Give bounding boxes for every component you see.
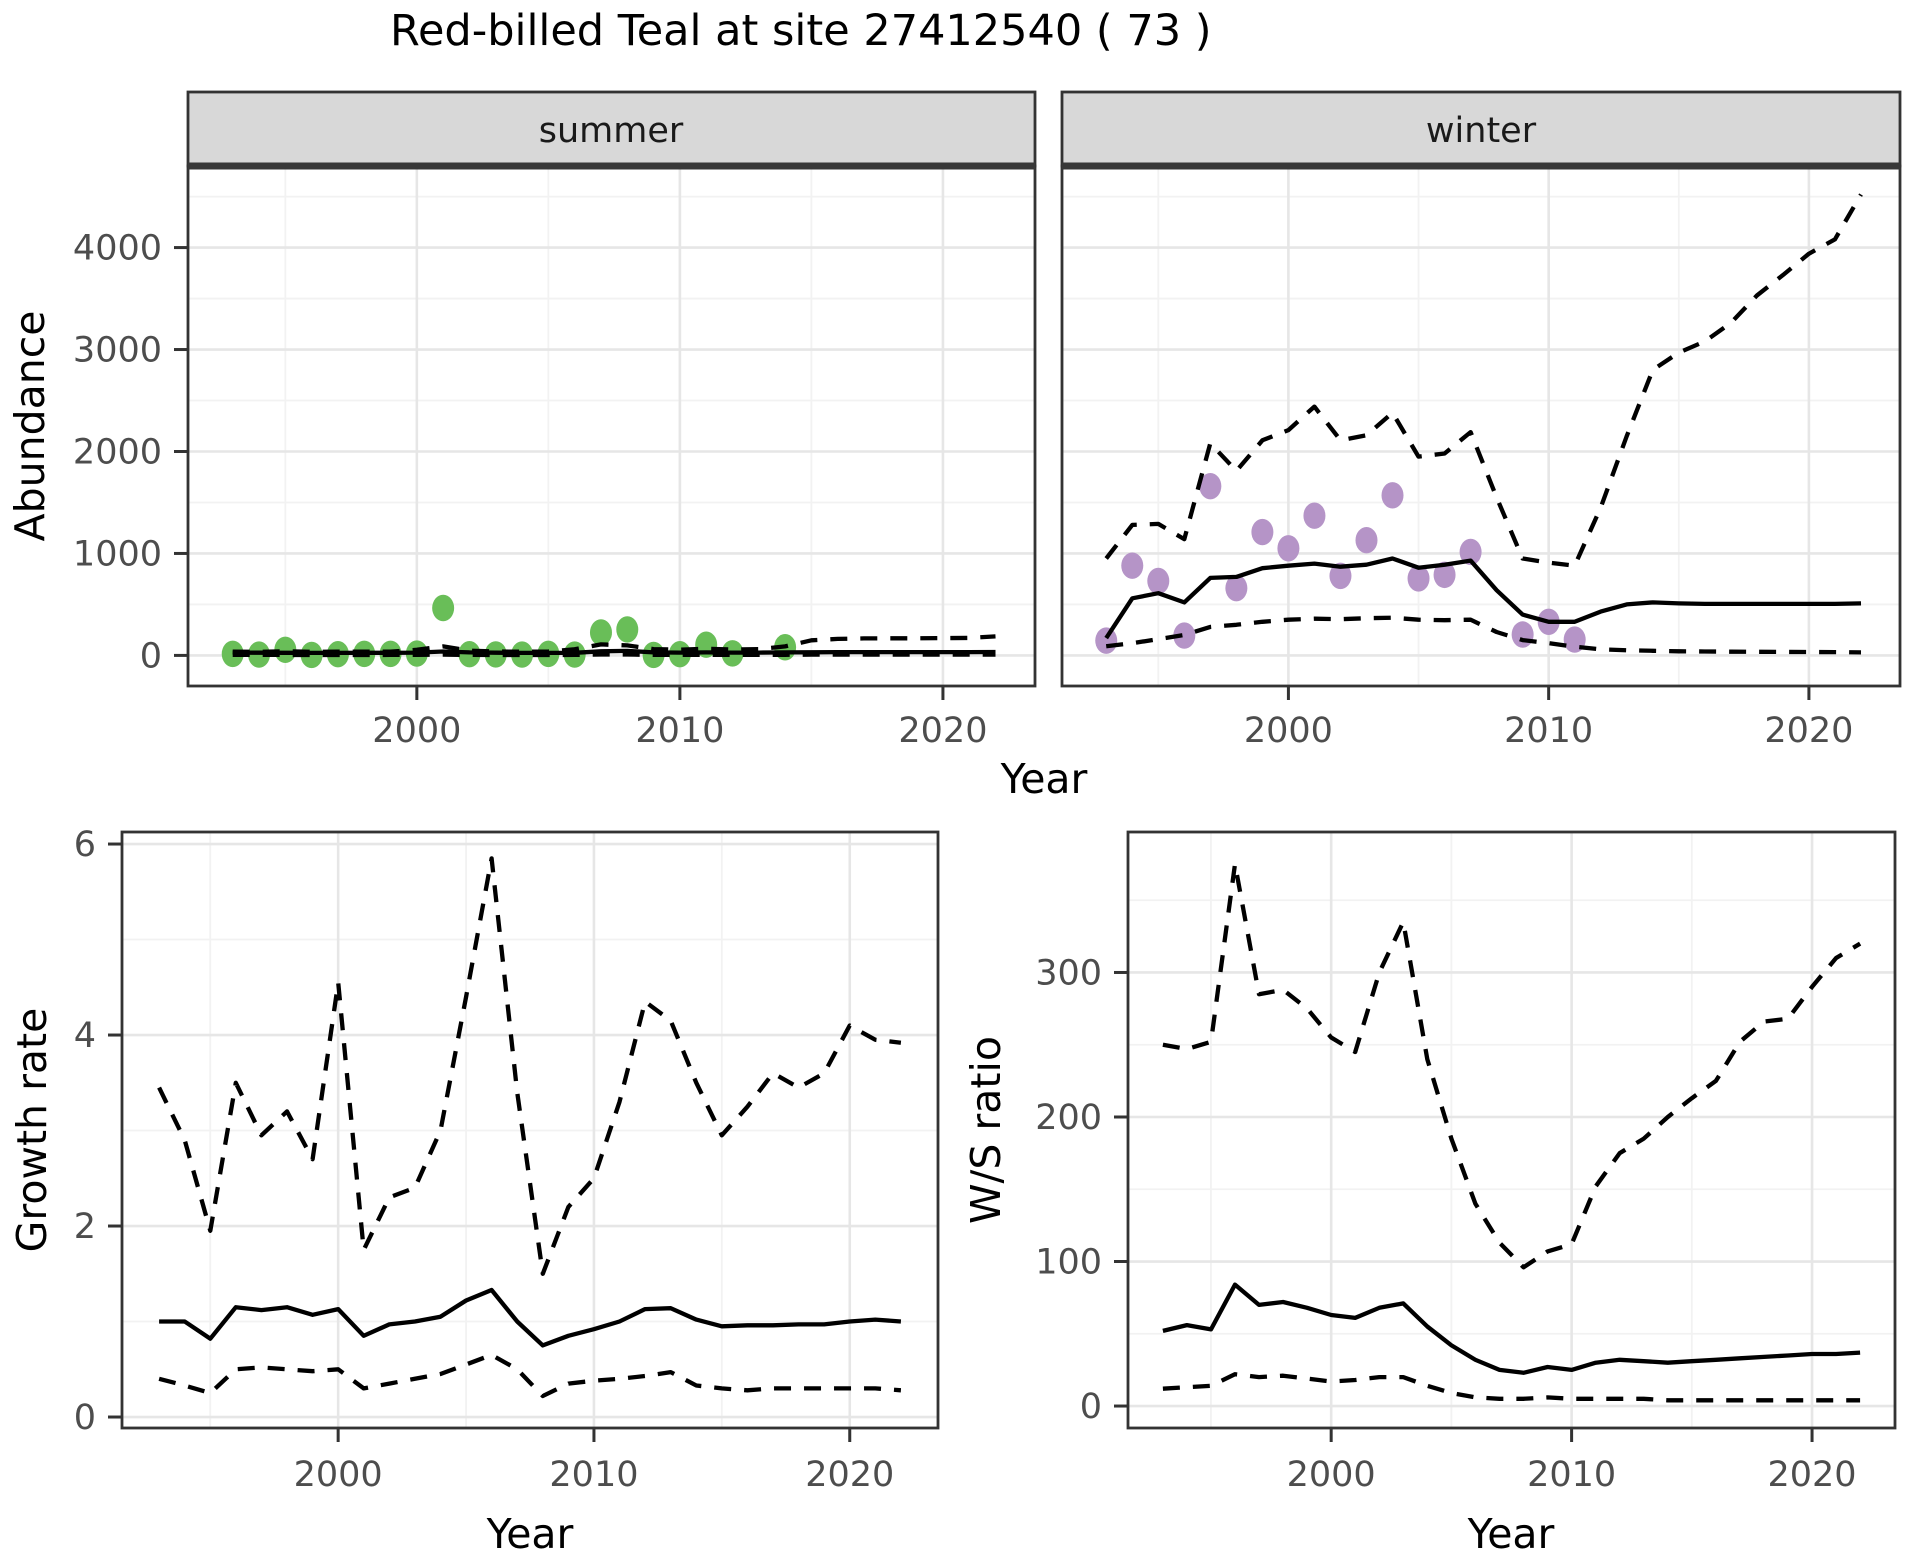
panel-border [120,830,940,1430]
observed-winter-point [1173,622,1196,649]
observed-winter-point [1511,621,1534,648]
data-area-growth-rate [157,856,902,1399]
fitted-line [1104,556,1862,640]
x-tick-label: 2010 [635,711,724,751]
observed-winter-point [1147,567,1170,595]
observed-winter-point [1199,472,1222,500]
labels-layer: summer winter Abundance Year Growth rate… [6,111,1555,1558]
upper-ci-line [157,856,902,1276]
observed-winter-point [1121,552,1144,579]
y-tick-label: 2000 [73,432,162,472]
x-tick-label: 2020 [1768,1455,1857,1495]
x-tick-label: 2020 [805,1455,894,1495]
lower-ci-line [232,652,996,658]
data-area-abundance-winter [1095,193,1863,655]
plot-title: Red-billed Teal at site 27412540 ( 73 ) [390,6,1212,56]
observed-winter-point [1329,562,1352,590]
upper-ci-line [232,634,996,655]
x-tick-label: 2010 [549,1455,638,1495]
year-axis-title-top: Year [1000,755,1088,803]
observed-winter-point [1225,574,1248,602]
observed-summer-point [589,619,612,646]
facet-strip [1060,90,1902,168]
x-tick-label: 2000 [372,711,461,751]
observed-winter-point [1355,526,1378,554]
panel-background [1128,832,1895,1428]
observed-winter-point [1381,482,1404,509]
panel-background [188,166,1035,686]
upper-ci-line [1104,193,1863,568]
observed-winter-point [1407,565,1430,592]
x-tick-label: 2020 [1764,711,1853,751]
panel-ws-ratio: 2000 2010 2020 0 100 200 300 [1035,830,1897,1495]
y-tick-label: 0 [74,1398,96,1438]
x-tick-label: 2000 [1244,711,1333,751]
lower-ci-line [1105,615,1862,655]
observed-winter-point [1459,538,1482,566]
observed-winter-point [1251,518,1274,546]
observed-winter-point [1095,627,1118,654]
x-tick-label: 2010 [1504,711,1593,751]
observed-winter-point [1303,502,1326,529]
y-tick-label: 0 [140,636,162,676]
data-area-ws-ratio [1162,861,1862,1403]
lower-ci-line [158,1352,902,1399]
fitted-line [159,1287,902,1348]
y-tick-label: 200 [1035,1098,1102,1138]
observed-summer-point [274,636,297,664]
y-tick-label: 2 [74,1207,96,1247]
panel-abundance-winter: 2000 2010 2020 [1060,90,1902,751]
year-axis-title-bottom-left: Year [486,1510,574,1558]
y-tick-label: 4 [74,1016,96,1056]
y-tick-label: 3000 [73,331,162,371]
observed-summer-point [432,594,455,622]
y-tick-label: 1000 [73,534,162,574]
upper-ci-line [1162,861,1862,1270]
observed-winter-point [1433,561,1456,589]
facet-label-summer: summer [539,111,684,151]
facet-label-winter: winter [1426,111,1537,151]
observed-winter-point [1277,535,1300,562]
y-tick-label: 300 [1035,953,1102,993]
facet-strip [186,90,1037,168]
data-area-abundance-summer [221,594,996,669]
x-tick-label: 2000 [294,1455,383,1495]
ws-axis-title: W/S ratio [962,1036,1010,1224]
y-tick-label: 100 [1035,1243,1102,1283]
x-tick-label: 2000 [1287,1455,1376,1495]
y-tick-label: 6 [74,825,96,865]
x-tick-label: 2020 [898,711,987,751]
panel-abundance-summer: 2000 2010 2020 0 1000 2000 3000 4000 [73,90,1037,751]
abundance-axis-title: Abundance [6,311,54,542]
growth-axis-title: Growth rate [8,1008,56,1253]
panel-growth-rate: 2000 2010 2020 0 2 4 6 [74,825,940,1495]
panel-border [1126,830,1897,1430]
panel-background [1062,166,1900,686]
fitted-line [1162,1282,1861,1375]
y-tick-label: 0 [1080,1387,1102,1427]
y-tick-label: 4000 [73,229,162,269]
observed-summer-point [616,616,639,643]
x-tick-label: 2010 [1527,1455,1616,1495]
fitted-line [232,648,996,656]
year-axis-title-bottom-right: Year [1467,1510,1555,1558]
